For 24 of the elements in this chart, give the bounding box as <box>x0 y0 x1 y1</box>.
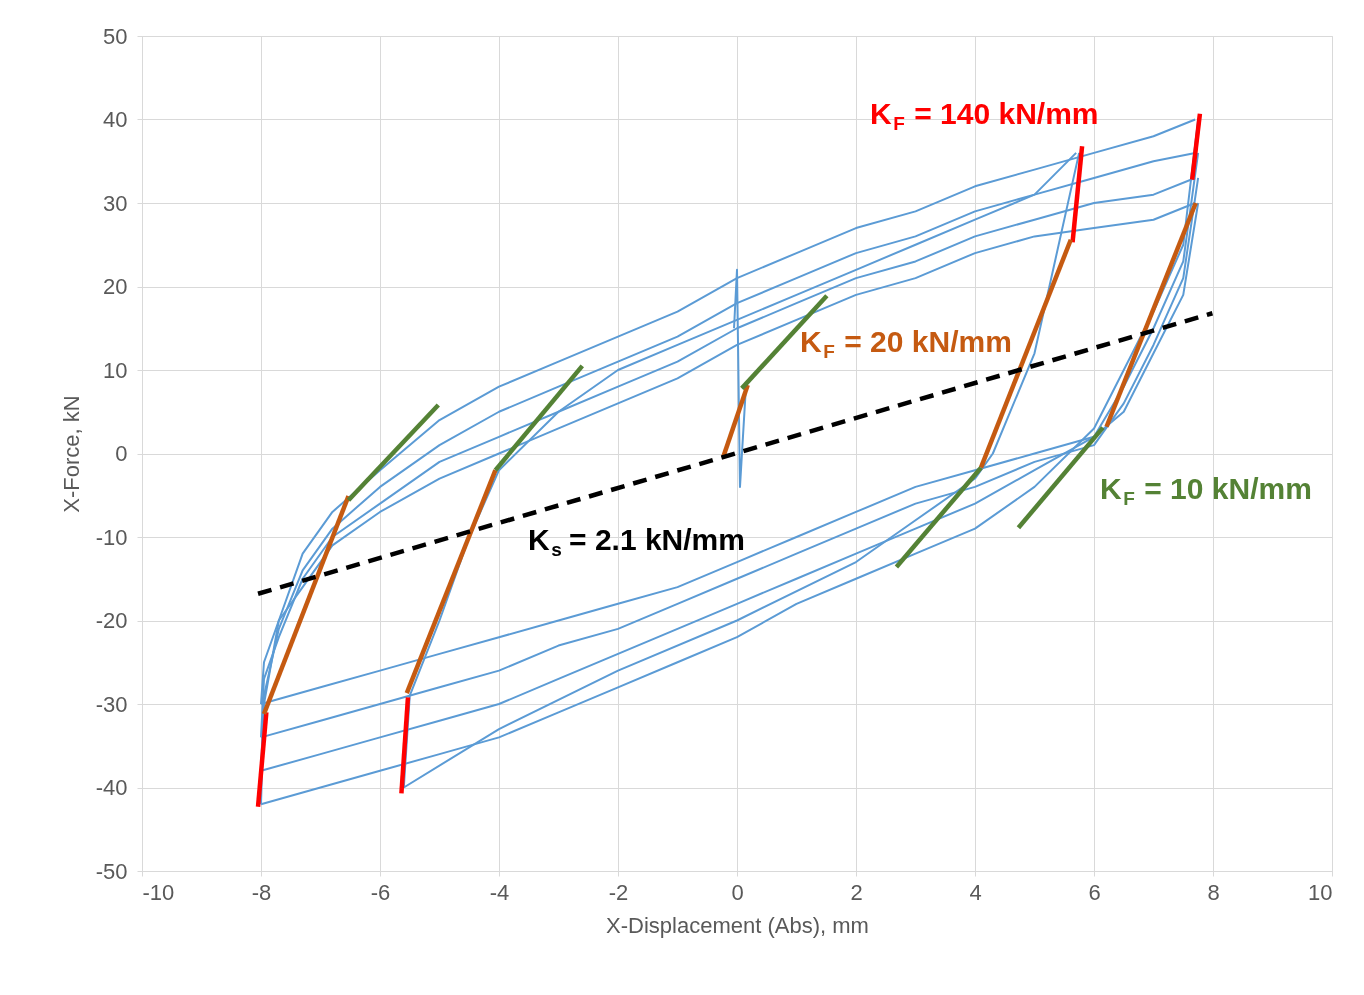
x-tick-label: 4 <box>969 879 982 905</box>
x-axis-title: X-Displacement (Abs), mm <box>606 912 869 938</box>
x-tick-label: 10 <box>1308 879 1333 905</box>
y-tick-label: -30 <box>95 691 128 717</box>
y-tick-label: 50 <box>103 23 128 49</box>
x-tick-label: 2 <box>850 879 863 905</box>
x-tick-label: -10 <box>142 879 175 905</box>
y-tick-label: 20 <box>103 274 128 299</box>
y-tick-label: 10 <box>103 357 128 383</box>
y-tick-label: -20 <box>95 608 128 633</box>
y-tick-label: -10 <box>95 524 128 550</box>
y-tick-label: 0 <box>115 441 128 466</box>
x-tick-label: -2 <box>608 879 629 905</box>
y-tick-label: -40 <box>95 775 128 800</box>
y-tick-label: 40 <box>103 107 128 132</box>
x-tick-label: -4 <box>489 879 510 905</box>
y-tick-label: 30 <box>103 190 128 216</box>
y-tick-label: -50 <box>95 858 128 884</box>
x-tick-label: 8 <box>1207 879 1220 905</box>
x-tick-label: -6 <box>370 879 391 905</box>
x-tick-label: 0 <box>731 879 744 905</box>
y-axis-title: X-Force, kN <box>58 395 84 513</box>
x-tick-label: 6 <box>1088 879 1101 905</box>
x-tick-label: -8 <box>251 879 272 905</box>
